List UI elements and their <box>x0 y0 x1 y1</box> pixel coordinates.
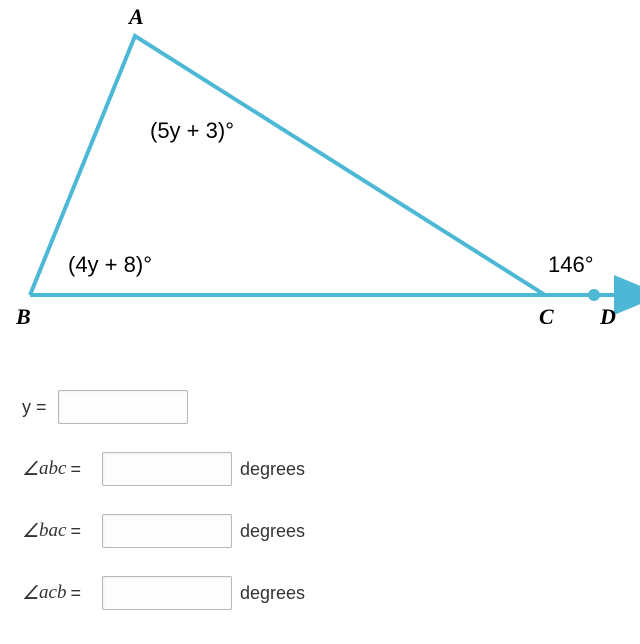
input-acb[interactable] <box>102 576 232 610</box>
unit-abc: degrees <box>240 459 305 480</box>
label-y: y = <box>22 397 58 418</box>
answer-form: y = ∠abc = degrees ∠bac = degrees ∠acb =… <box>22 390 305 638</box>
row-acb: ∠acb = degrees <box>22 576 305 610</box>
label-abc: ∠abc = <box>22 458 102 481</box>
unit-bac: degrees <box>240 521 305 542</box>
vertex-a-label: A <box>129 4 144 30</box>
row-bac: ∠bac = degrees <box>22 514 305 548</box>
angle-symbol-icon: ∠ <box>22 582 39 605</box>
angle-symbol-icon: ∠ <box>22 458 39 481</box>
vertex-b-label: B <box>16 304 31 330</box>
label-bac: ∠bac = <box>22 520 102 543</box>
unit-acb: degrees <box>240 583 305 604</box>
row-y: y = <box>22 390 305 424</box>
label-bac-text: bac <box>39 520 66 542</box>
label-acb: ∠acb = <box>22 582 102 605</box>
eq-bac: = <box>70 521 81 542</box>
triangle-diagram: A B C D (5y + 3)° (4y + 8)° 146° <box>0 0 640 350</box>
input-abc[interactable] <box>102 452 232 486</box>
vertex-d-label: D <box>600 304 616 330</box>
angle-abc-label: (4y + 8)° <box>68 252 152 278</box>
label-y-text: y = <box>22 397 47 418</box>
angle-symbol-icon: ∠ <box>22 520 39 543</box>
label-acb-text: acb <box>39 582 66 604</box>
exterior-angle-label: 146° <box>548 252 594 278</box>
eq-abc: = <box>70 459 81 480</box>
input-y[interactable] <box>58 390 188 424</box>
vertex-c-label: C <box>539 304 554 330</box>
input-bac[interactable] <box>102 514 232 548</box>
angle-bac-label: (5y + 3)° <box>150 118 234 144</box>
row-abc: ∠abc = degrees <box>22 452 305 486</box>
eq-acb: = <box>70 583 81 604</box>
label-abc-text: abc <box>39 458 66 480</box>
